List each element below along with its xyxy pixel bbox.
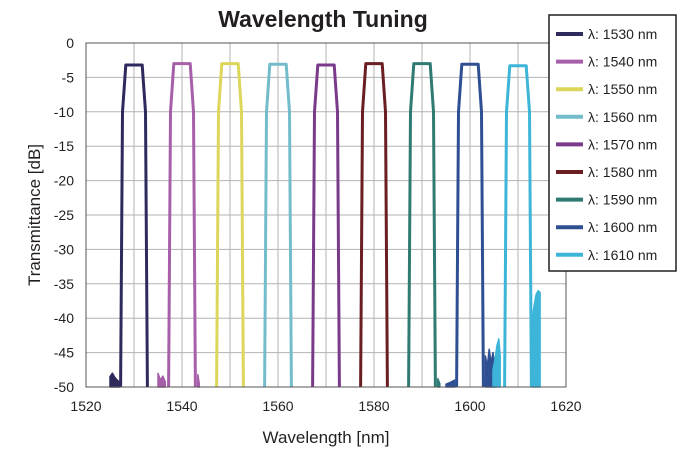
series-line-0 (119, 63, 149, 388)
series-line-2 (215, 62, 245, 388)
y-tick-label: -25 (54, 207, 74, 223)
legend: λ: 1530 nm λ: 1540 nm λ: 1550 nm λ: 1560 nm… (548, 14, 677, 272)
legend-entry-7: λ: 1600 nm (588, 219, 657, 235)
x-tick-label: 1620 (550, 398, 581, 414)
y-tick-label: -45 (54, 345, 74, 361)
noise-burst-2 (197, 373, 201, 388)
series-line-1 (167, 62, 197, 388)
noise-bursts (109, 289, 541, 388)
chart-title: Wavelength Tuning (218, 6, 428, 32)
y-tick-label: -40 (54, 310, 74, 326)
y-tick-label: -35 (54, 276, 74, 292)
legend-entry-8: λ: 1610 nm (588, 247, 657, 263)
x-tick-label: 1580 (358, 398, 389, 414)
x-tick-label: 1520 (70, 398, 101, 414)
y-tick-label: -20 (54, 173, 74, 189)
series-line-4 (311, 63, 341, 388)
legend-entry-0: λ: 1530 nm (588, 26, 657, 42)
y-axis-ticks: 0 -5 -10 -15 -20 -25 -30 -35 -40 -45 -50 (54, 35, 74, 395)
y-axis-label: Transmittance [dB] (25, 144, 44, 286)
legend-entry-5: λ: 1580 nm (588, 164, 657, 180)
y-tick-label: -50 (54, 379, 74, 395)
x-tick-label: 1560 (262, 398, 293, 414)
noise-burst-4 (445, 379, 456, 388)
noise-burst-1 (157, 372, 166, 388)
y-tick-label: -10 (54, 104, 74, 120)
noise-burst-6 (492, 338, 501, 388)
y-tick-label: -30 (54, 241, 74, 257)
x-tick-label: 1600 (454, 398, 485, 414)
x-axis-label: Wavelength [nm] (263, 428, 390, 447)
legend-entry-2: λ: 1550 nm (588, 81, 657, 97)
y-tick-label: -15 (54, 138, 74, 154)
noise-burst-3 (437, 377, 441, 388)
series-lines (119, 62, 533, 388)
legend-entry-1: λ: 1540 nm (588, 54, 657, 70)
series-line-5 (359, 62, 389, 388)
series-line-7 (455, 62, 485, 388)
noise-burst-0 (109, 372, 121, 388)
series-line-3 (263, 62, 293, 388)
y-tick-label: -5 (62, 69, 75, 85)
legend-entry-6: λ: 1590 nm (588, 192, 657, 208)
y-tick-label: 0 (66, 35, 74, 51)
x-axis-ticks: 1520 1540 1560 1580 1600 1620 (70, 398, 581, 414)
noise-burst-7 (531, 289, 541, 388)
grid (85, 42, 567, 388)
legend-entry-4: λ: 1570 nm (588, 136, 657, 152)
x-tick-label: 1540 (166, 398, 197, 414)
legend-entry-3: λ: 1560 nm (588, 109, 657, 125)
series-line-6 (407, 62, 437, 388)
series-line-8 (503, 64, 533, 388)
